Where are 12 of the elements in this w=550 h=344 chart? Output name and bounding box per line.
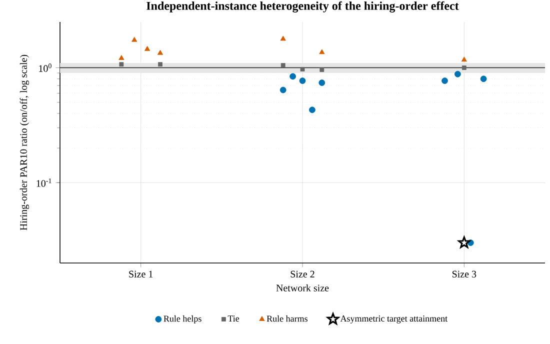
chart-title: Independent-instance heterogeneity of the hiring-order effect: [146, 1, 459, 12]
x-axis-title: Network size: [276, 284, 329, 292]
y-tick-label: 10$^{-1}$: [36, 178, 52, 187]
legend-label: Rule harms: [266, 315, 308, 322]
x-tick-label: Size 3: [452, 270, 476, 278]
legend-label: Asymmetric target attainment: [340, 316, 448, 324]
x-tick-label: Size 2: [290, 270, 314, 278]
x-tick-label: Size 1: [129, 270, 153, 278]
legend-label: Rule helps: [164, 315, 202, 324]
y-tick-label: 10$^{0}$: [39, 64, 52, 72]
legend-label: Tie: [228, 316, 240, 322]
y-axis-title: Hiring-order PAR10 ratio (on/off, log scale): [20, 54, 30, 230]
